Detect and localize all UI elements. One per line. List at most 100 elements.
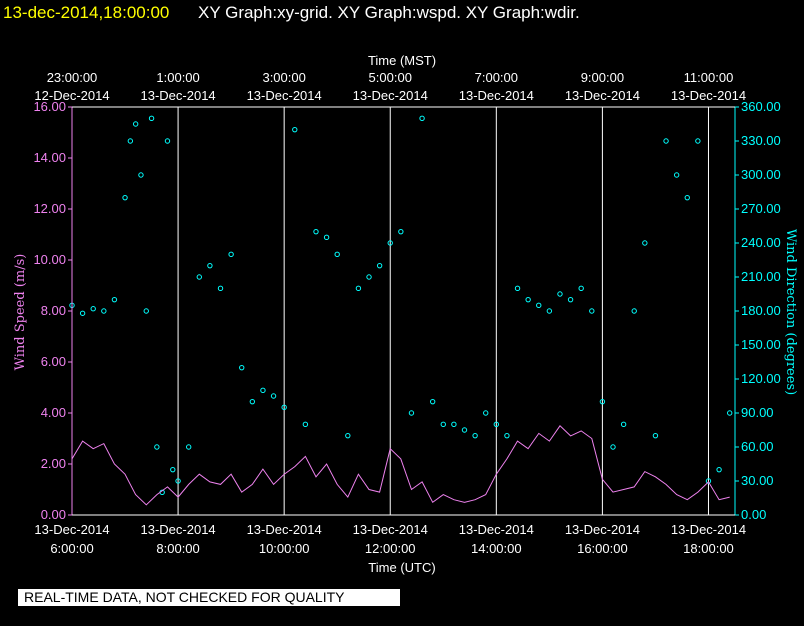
wdir-point <box>472 432 478 439</box>
wdir-point <box>138 172 144 178</box>
x-top-tick-date: 13-Dec-2014 <box>671 88 746 103</box>
y-left-tick-label: 0.00 <box>41 507 66 522</box>
tick-labels: 0.00 2.00 4.00 6.00 8.00 10.00 12.00 14.00 16.00… <box>33 70 780 556</box>
wdir-point <box>207 262 213 269</box>
wdir-point <box>546 308 553 314</box>
wdir-point <box>249 398 256 405</box>
x-bottom-tick-date: 13-Dec-2014 <box>671 522 746 537</box>
wdir-point <box>514 285 521 292</box>
wdir-point <box>663 138 669 144</box>
wdir-point <box>419 115 425 122</box>
wdir-point <box>111 296 118 303</box>
wdir-point <box>695 138 701 144</box>
wdir-point <box>387 240 393 246</box>
y-right-tick-label: 240.00 <box>741 235 781 250</box>
wdir-point <box>132 121 139 127</box>
wdir-point <box>525 296 531 303</box>
y-right-axis-label: Wind Direction (degrees) <box>783 229 798 395</box>
wdir-point <box>323 234 330 241</box>
wdir-point <box>302 421 309 428</box>
header-timestamp: 13-dec-2014,18:00:00 <box>3 3 169 22</box>
wdir-point <box>217 285 224 292</box>
wdir-point <box>493 421 500 428</box>
wdir-point <box>578 285 584 292</box>
x-top-tick-date: 13-Dec-2014 <box>565 88 640 103</box>
wdir-point <box>79 310 86 316</box>
wdir-point <box>196 274 202 280</box>
wdir-point <box>143 308 149 314</box>
wdir-point <box>567 296 574 303</box>
y-right-tick-label: 120.00 <box>741 371 781 386</box>
x-top-tick-date: 12-Dec-2014 <box>34 88 109 103</box>
x-top-tick-date: 13-Dec-2014 <box>353 88 428 103</box>
x-bottom-tick-time: 14:00:00 <box>471 541 522 556</box>
x-bottom-tick-time: 18:00:00 <box>683 541 734 556</box>
y-left-tick-label: 12.00 <box>33 201 66 216</box>
wdir-point <box>620 421 627 428</box>
wdir-point <box>398 228 404 235</box>
wdir-point <box>345 432 351 439</box>
x-bottom-tick-date: 13-Dec-2014 <box>565 522 640 537</box>
x-top-tick-time: 1:00:00 <box>156 70 199 85</box>
y-left-tick-label: 2.00 <box>41 456 66 471</box>
x-top-tick-date: 13-Dec-2014 <box>459 88 534 103</box>
wdir-point <box>148 115 155 122</box>
wdir-point <box>440 421 446 428</box>
y-right-tick-label: 90.00 <box>741 405 774 420</box>
wdir-point <box>589 308 595 314</box>
x-bottom-tick-time: 16:00:00 <box>577 541 628 556</box>
wdir-point <box>726 410 733 416</box>
wdir-point <box>122 194 128 201</box>
wdir-series <box>69 115 733 496</box>
y-right-tick-label: 30.00 <box>741 473 774 488</box>
x-bottom-tick-date: 13-Dec-2014 <box>34 522 109 537</box>
wdir-point <box>127 138 134 144</box>
x-bottom-tick-date: 13-Dec-2014 <box>141 522 216 537</box>
y-left-tick-label: 6.00 <box>41 354 66 369</box>
wdir-point <box>642 240 648 246</box>
wdir-point <box>239 364 245 371</box>
axes <box>68 106 739 516</box>
wdir-point <box>355 285 362 292</box>
wdir-point <box>170 466 176 473</box>
wdir-point <box>536 302 542 309</box>
wdir-point <box>483 410 489 416</box>
wdir-point <box>270 393 277 399</box>
x-top-tick-time: 5:00:00 <box>369 70 412 85</box>
x-top-tick-date: 13-Dec-2014 <box>141 88 216 103</box>
y-left-tick-label: 8.00 <box>41 303 66 318</box>
wdir-point <box>154 444 160 450</box>
wdir-point <box>292 126 298 133</box>
y-right-tick-label: 180.00 <box>741 303 781 318</box>
x-bottom-tick-time: 6:00:00 <box>50 541 93 556</box>
wdir-point <box>461 427 468 433</box>
wdir-point <box>175 478 181 484</box>
y-left-tick-label: 4.00 <box>41 405 66 420</box>
x-top-axis-label: Time (MST) <box>368 53 436 68</box>
y-right-tick-label: 360.00 <box>741 99 781 114</box>
wdir-point <box>599 398 606 405</box>
x-top-tick-date: 13-Dec-2014 <box>247 88 322 103</box>
wdir-point <box>185 444 192 450</box>
y-right-tick-label: 0.00 <box>741 507 766 522</box>
header-title: XY Graph:xy-grid. XY Graph:wspd. XY Grap… <box>198 3 580 22</box>
y-left-tick-label: 10.00 <box>33 252 66 267</box>
y-right-tick-label: 330.00 <box>741 133 781 148</box>
x-top-tick-time: 9:00:00 <box>581 70 624 85</box>
wspd-series-line <box>71 425 730 506</box>
x-bottom-tick-date: 13-Dec-2014 <box>353 522 428 537</box>
x-top-tick-time: 11:00:00 <box>684 70 734 85</box>
wdir-point <box>557 291 563 297</box>
y-right-tick-label: 300.00 <box>741 167 781 182</box>
x-bottom-tick-date: 13-Dec-2014 <box>247 522 322 537</box>
wdir-point <box>101 308 107 314</box>
y-right-tick-label: 270.00 <box>741 201 781 216</box>
wdir-point <box>334 251 340 258</box>
x-bottom-tick-time: 10:00:00 <box>259 541 310 556</box>
y-right-tick-label: 150.00 <box>741 337 781 352</box>
x-bottom-tick-time: 8:00:00 <box>156 541 199 556</box>
wdir-point <box>504 432 510 439</box>
wdir-point <box>408 410 415 416</box>
